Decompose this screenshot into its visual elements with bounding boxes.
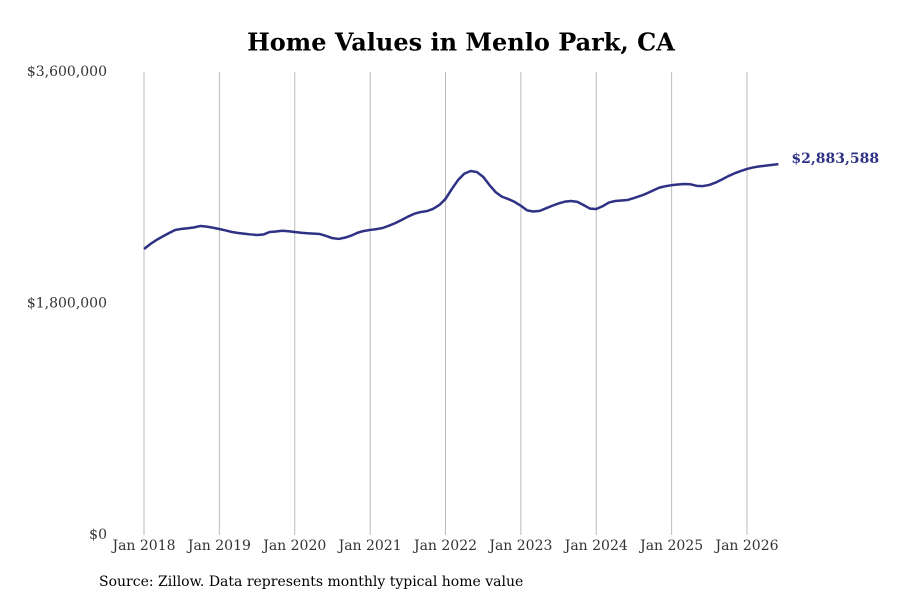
line <box>143 162 779 250</box>
x-tick-label: Jan 2023 <box>487 538 552 554</box>
x-tick-label: Jan 2022 <box>412 538 477 554</box>
x-tick-label: Jan 2019 <box>186 538 251 554</box>
x-tick-label: Jan 2025 <box>638 538 703 554</box>
data-label: $2,883,588 <box>791 151 879 167</box>
x-tick-label: Jan 2024 <box>563 538 628 554</box>
y-tick-label: $0 <box>89 527 107 543</box>
chart-title: Home Values in Menlo Park, CA <box>247 28 675 57</box>
x-tick-label: Jan 2018 <box>110 538 175 554</box>
x-tick-label: Jan 2020 <box>261 538 326 554</box>
source-note: Source: Zillow. Data represents monthly … <box>99 574 523 590</box>
x-tick-label: Jan 2021 <box>337 538 402 554</box>
y-tick-label: $1,800,000 <box>27 296 107 312</box>
y-tick-label: $3,600,000 <box>27 64 107 80</box>
x-tick-label: Jan 2026 <box>713 538 778 554</box>
